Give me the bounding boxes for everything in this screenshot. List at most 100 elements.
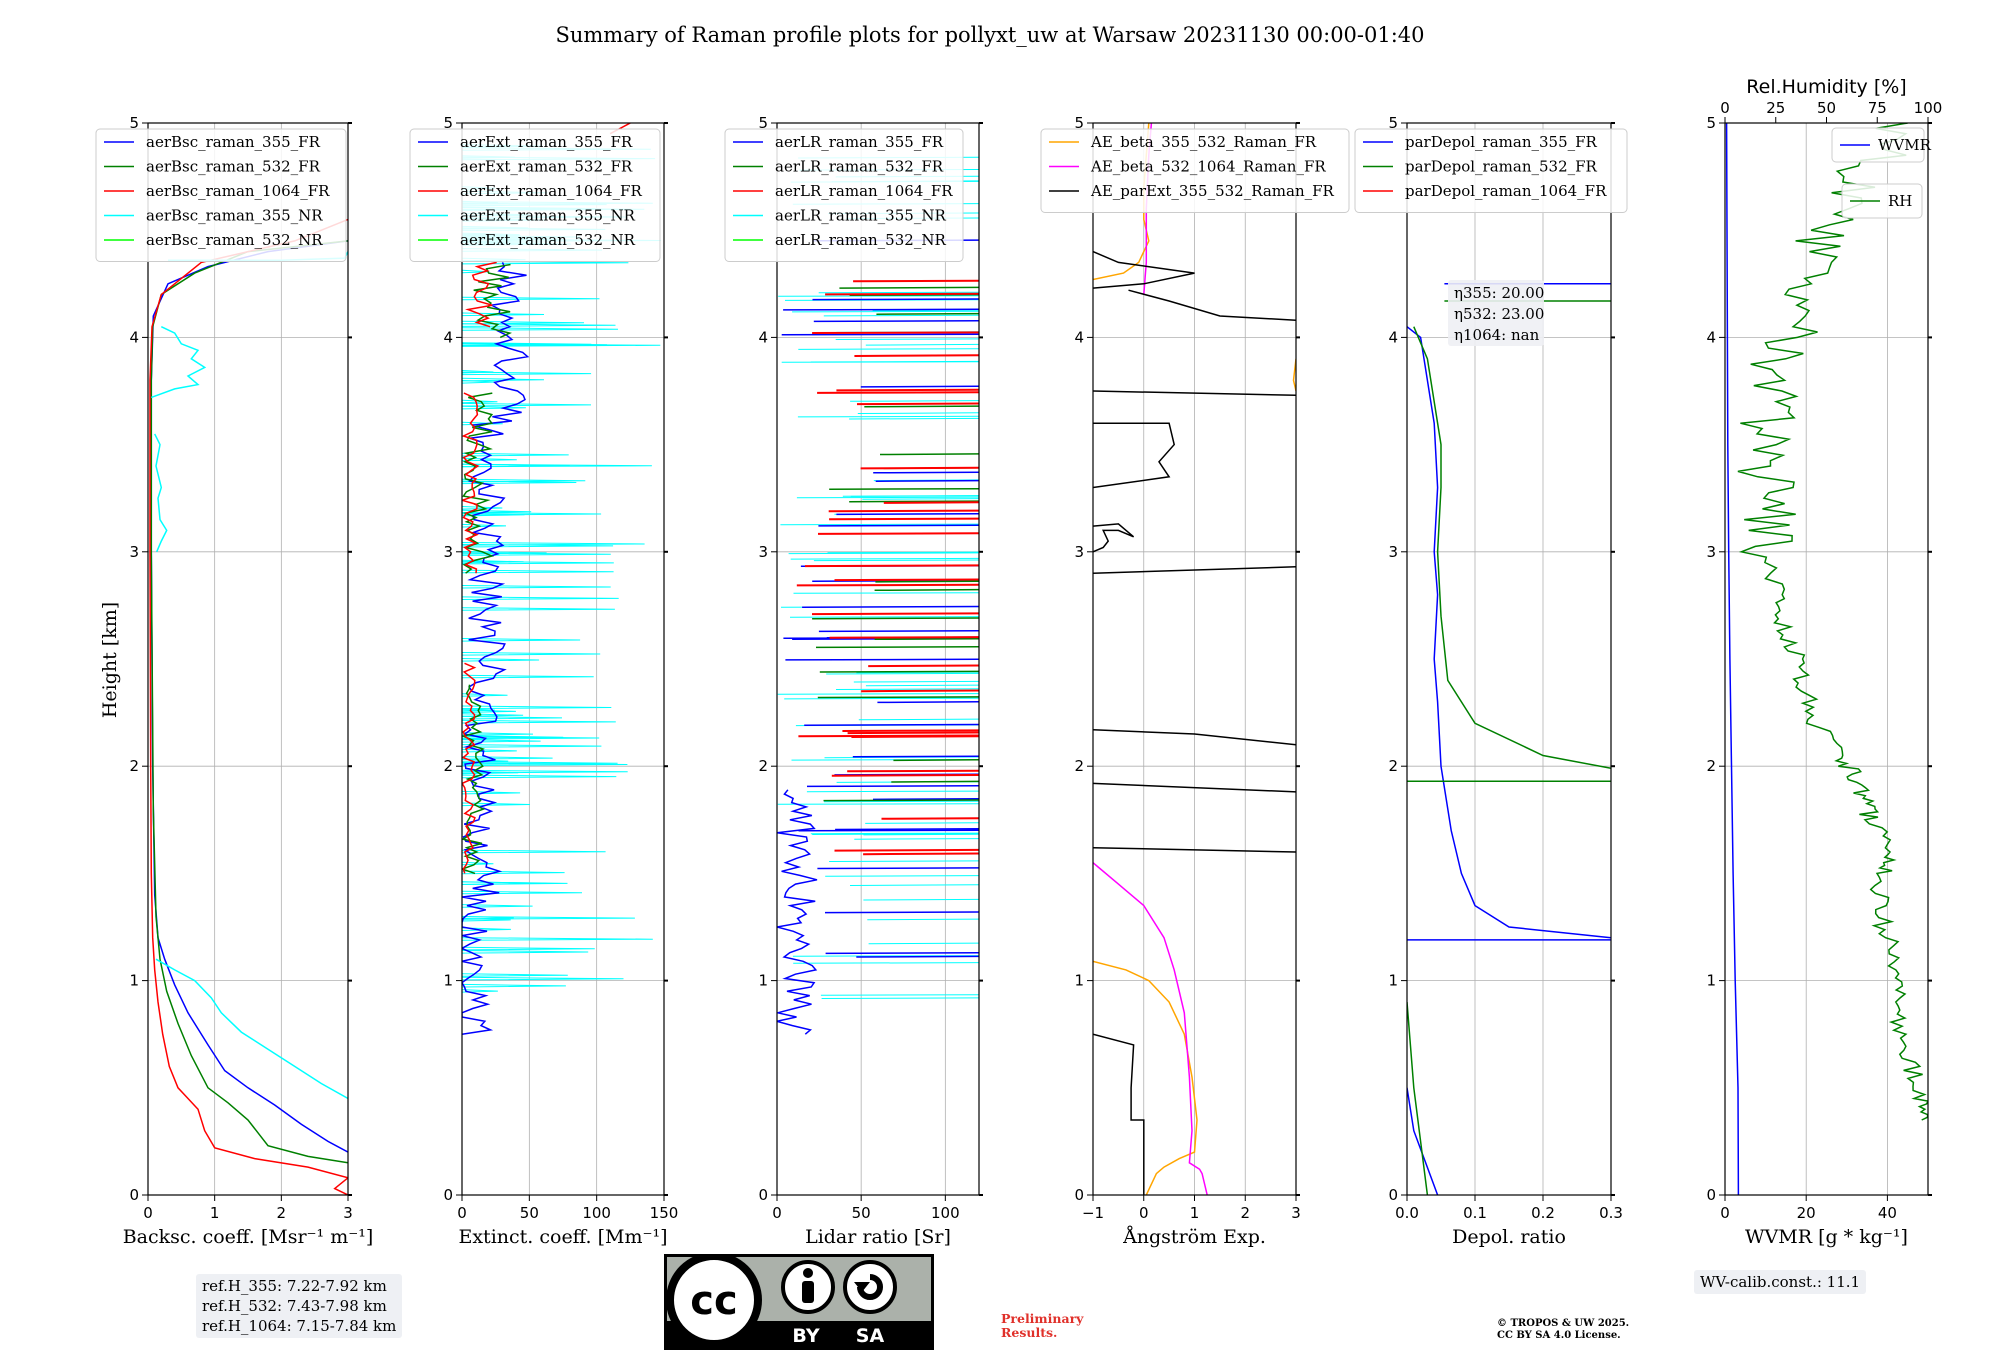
x-tick-label: 50 bbox=[520, 1204, 539, 1222]
ref-height-1064: ref.H_1064: 7.15-7.84 km bbox=[202, 1317, 397, 1335]
series-segment-AE_parExt_355_532_Raman_FR bbox=[1093, 523, 1135, 553]
series-line bbox=[473, 263, 512, 339]
series-line bbox=[893, 758, 979, 762]
series-line bbox=[836, 512, 979, 516]
series-line bbox=[813, 320, 979, 323]
series-line bbox=[462, 607, 615, 611]
series-line bbox=[462, 748, 517, 753]
series-line bbox=[462, 596, 619, 600]
x-tick-label: 150 bbox=[650, 1204, 679, 1222]
series-segment-AE_parExt_355_532_Raman_FR bbox=[1093, 729, 1296, 746]
series-line bbox=[824, 911, 979, 914]
legend-label: WVMR bbox=[1878, 136, 1932, 154]
series-line bbox=[462, 709, 516, 713]
series-line bbox=[853, 680, 979, 683]
axes-frame bbox=[1406, 122, 1612, 1196]
series-line bbox=[868, 942, 979, 945]
series-line bbox=[462, 870, 565, 875]
series-line bbox=[462, 405, 526, 410]
series-line bbox=[829, 860, 979, 862]
series-line bbox=[883, 501, 979, 504]
panels-container: 0 1 2 3 0 1 2 3 4 5 Backsc. coeff. [Msr⁻¹ m⁻¹] aerB… bbox=[95, 76, 1942, 1248]
top-tick-label: 25 bbox=[1766, 99, 1785, 117]
y-tick-label: 4 bbox=[1388, 328, 1398, 346]
series-line-parDepol_raman_532_FR bbox=[1407, 1001, 1429, 1195]
series-line bbox=[806, 785, 979, 788]
series-line bbox=[462, 761, 618, 765]
series-line bbox=[862, 498, 979, 500]
series-line bbox=[462, 708, 495, 712]
series-line bbox=[874, 588, 979, 592]
series-line bbox=[817, 867, 979, 870]
series-line bbox=[798, 829, 979, 832]
series-line bbox=[835, 828, 979, 831]
series-line bbox=[825, 952, 979, 955]
series-line-aerBsc_raman_355_NR bbox=[155, 958, 348, 1100]
series-line bbox=[796, 583, 979, 587]
series-line bbox=[829, 636, 979, 639]
x-tick-label: 0 bbox=[457, 1204, 467, 1222]
series-line bbox=[462, 989, 498, 993]
series-line bbox=[875, 479, 979, 482]
series-line bbox=[785, 658, 979, 661]
sa-share-icon bbox=[843, 1260, 897, 1314]
series-line bbox=[835, 688, 979, 690]
series-line bbox=[792, 955, 979, 957]
series-line bbox=[462, 739, 541, 743]
series-line bbox=[812, 331, 979, 334]
series-line bbox=[825, 875, 979, 877]
series-line bbox=[462, 917, 511, 922]
series-line bbox=[856, 955, 979, 958]
series-line bbox=[462, 904, 533, 908]
series-line bbox=[826, 672, 979, 675]
series-line bbox=[462, 342, 608, 347]
series-line bbox=[462, 983, 566, 988]
height-axis-label: Height [km] bbox=[99, 602, 121, 718]
series-line bbox=[462, 478, 586, 483]
top-axis-label: Rel.Humidity [%] bbox=[1746, 76, 1906, 98]
preliminary-line-1: Preliminary bbox=[1001, 1311, 1084, 1326]
y-tick-label: 3 bbox=[1706, 543, 1716, 561]
plot-area bbox=[1725, 123, 1928, 1195]
legend-label: aerBsc_raman_355_NR bbox=[146, 207, 323, 225]
x-tick-label: 1 bbox=[210, 1204, 220, 1222]
eta-annotation-line: η1064: nan bbox=[1454, 326, 1540, 344]
series-line bbox=[462, 790, 521, 795]
series-segment-AE_parExt_355_532_Raman_FR bbox=[1093, 566, 1296, 574]
series-line bbox=[462, 774, 617, 779]
series-line bbox=[797, 415, 979, 418]
series-line bbox=[462, 719, 616, 724]
legend-box bbox=[409, 128, 661, 262]
series-line bbox=[852, 755, 979, 758]
y-tick-label: 5 bbox=[1388, 114, 1398, 132]
series-line bbox=[462, 684, 486, 875]
x-tick-label: 3 bbox=[1291, 1204, 1301, 1222]
series-line bbox=[462, 735, 564, 739]
series-line bbox=[462, 269, 490, 274]
x-axis-label: WVMR [g * kg⁻¹] bbox=[1745, 1226, 1908, 1248]
series-line bbox=[867, 918, 979, 921]
x-tick-label: 0 bbox=[1720, 1204, 1730, 1222]
y-tick-label: 4 bbox=[129, 328, 139, 346]
series-line bbox=[462, 937, 653, 941]
series-line bbox=[879, 453, 979, 456]
reference-height-box: ref.H_355: 7.22-7.92 km ref.H_532: 7.43-… bbox=[196, 1274, 403, 1338]
series-line bbox=[825, 292, 979, 296]
legend-label: aerLR_raman_355_NR bbox=[775, 207, 946, 225]
x-tick-label: 20 bbox=[1797, 1204, 1816, 1222]
series-line bbox=[819, 670, 979, 673]
series-line bbox=[823, 314, 979, 317]
series-line bbox=[462, 662, 477, 874]
series-segment-AE_beta_355_532_Raman_FR bbox=[1292, 358, 1296, 392]
y-tick-label: 0 bbox=[1074, 1186, 1084, 1204]
x-axis-label: Depol. ratio bbox=[1452, 1226, 1566, 1248]
series-segment-parDepol_raman_532_FR bbox=[1413, 326, 1611, 770]
y-tick-label: 4 bbox=[758, 328, 768, 346]
legend-label: aerExt_raman_532_NR bbox=[460, 231, 636, 249]
series-line bbox=[813, 559, 979, 562]
panel-bsc: 0 1 2 3 0 1 2 3 4 5 Backsc. coeff. [Msr⁻¹ m⁻¹] aerB… bbox=[95, 114, 373, 1248]
x-tick-label: 100 bbox=[582, 1204, 611, 1222]
y-tick-label: 1 bbox=[758, 972, 768, 990]
y-tick-label: 0 bbox=[129, 1186, 139, 1204]
plot-area bbox=[777, 156, 979, 1035]
